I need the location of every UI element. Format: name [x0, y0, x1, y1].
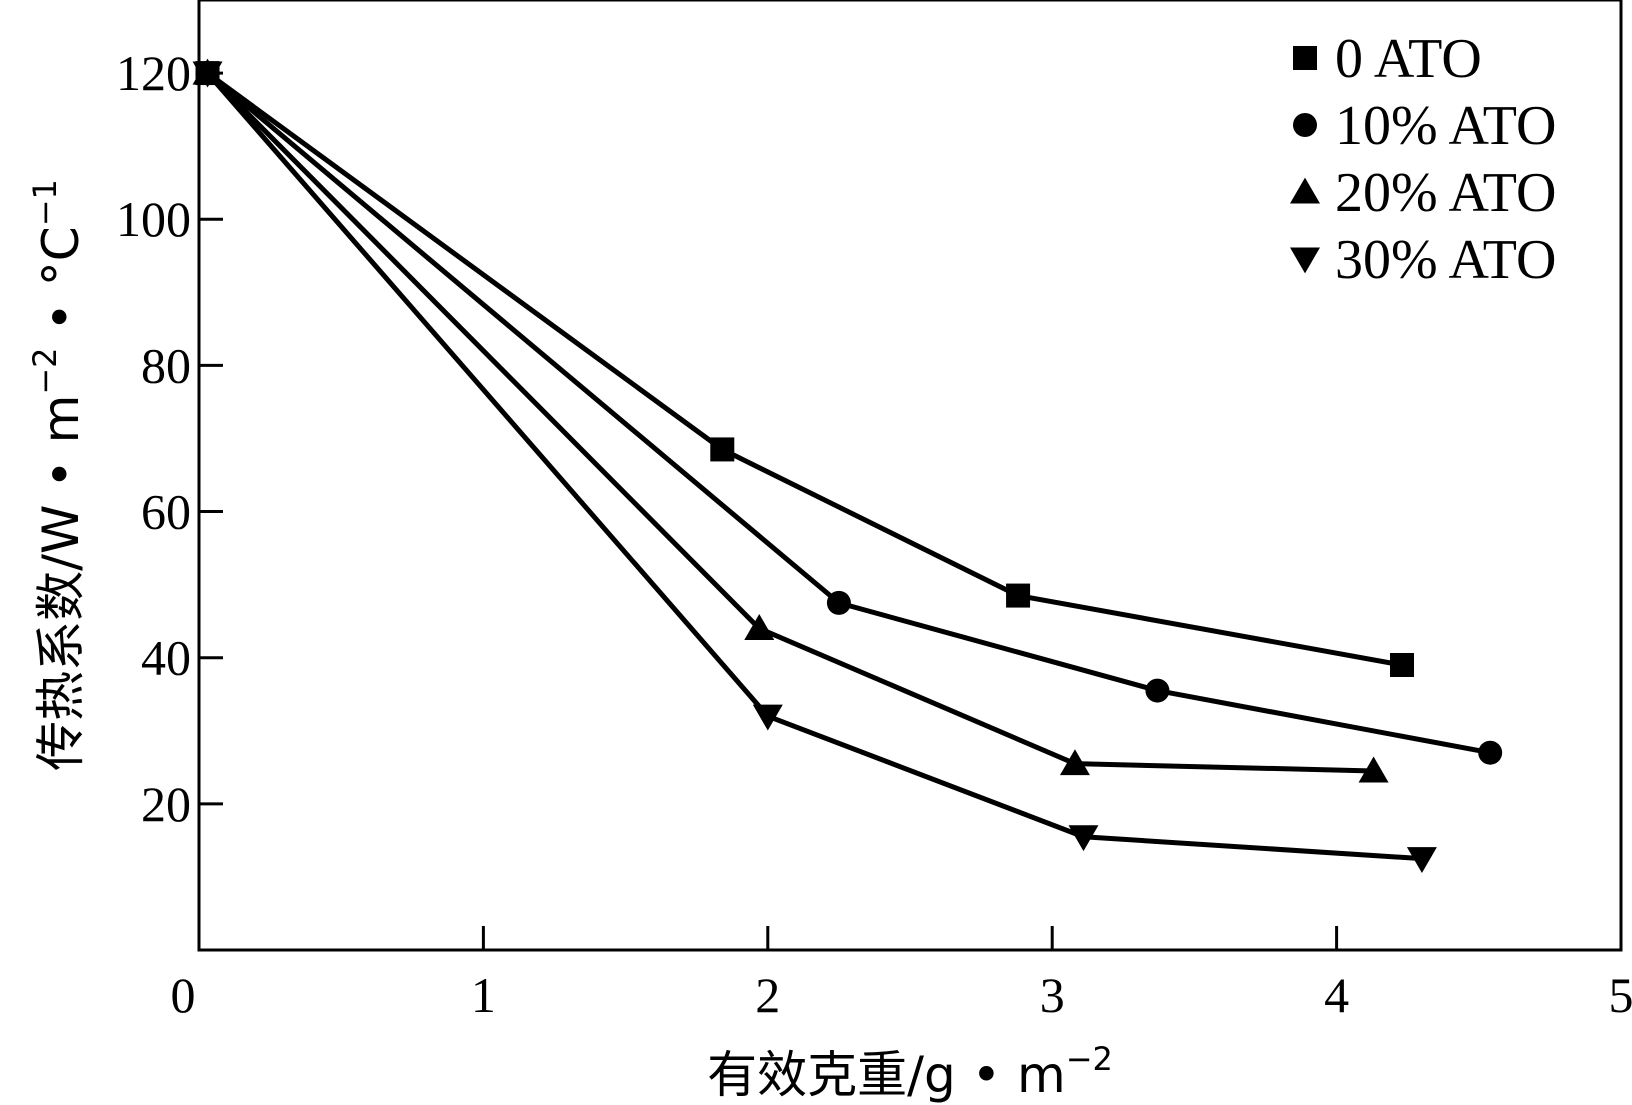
- x-tick-label: 3: [1040, 967, 1065, 1023]
- legend-marker-0: [1293, 46, 1317, 70]
- y-axis-title: 传热系数/W • m−2 • °C−1: [26, 179, 90, 771]
- x-tick-label: 4: [1324, 967, 1349, 1023]
- y-tick-label: 60: [141, 484, 191, 540]
- series-lines: [205, 71, 1491, 862]
- legend-label-0: 0 ATO: [1335, 28, 1482, 90]
- legend-marker-3: [1290, 247, 1320, 274]
- x-tick-label: 1: [471, 967, 496, 1023]
- legend-marker-2: [1290, 177, 1320, 204]
- y-tick-label: 100: [116, 191, 191, 247]
- x-tick-label: 2: [755, 967, 780, 1023]
- data-point-1-2: [1145, 678, 1170, 703]
- data-point-0-2: [1006, 583, 1031, 608]
- data-point-3-0: [192, 61, 223, 88]
- data-point-2-3: [1358, 756, 1389, 783]
- data-point-1-1: [826, 590, 851, 615]
- data-point-0-1: [710, 437, 735, 462]
- y-tick-label: 40: [141, 630, 191, 686]
- y-tick-label: 120: [116, 45, 191, 101]
- series-line-1: [205, 71, 1491, 756]
- data-point-2-1: [744, 614, 775, 640]
- plot-frame: [197, 0, 1623, 952]
- axis-ticks: [199, 71, 1339, 950]
- tick-labels: 0 1 2 3 4 5 20 40 60 80 100 120: [116, 45, 1632, 1023]
- series-line-2: [205, 71, 1374, 774]
- legend-label-2: 20% ATO: [1335, 162, 1556, 224]
- data-point-1-3: [1478, 740, 1503, 765]
- legend-marker-1: [1293, 113, 1317, 137]
- x-tick-label: 5: [1609, 967, 1632, 1023]
- legend-label-1: 10% ATO: [1335, 95, 1556, 157]
- data-point-0-3: [1390, 653, 1415, 677]
- data-point-3-3: [1406, 847, 1437, 874]
- x-tick-label: 0: [171, 967, 196, 1023]
- series-line-3: [205, 71, 1423, 862]
- series-markers: [192, 58, 1503, 874]
- x-axis-title: 有效克重/g • m−2: [707, 1040, 1113, 1104]
- data-point-3-1: [752, 704, 783, 731]
- y-tick-label: 20: [141, 776, 191, 832]
- data-point-3-2: [1068, 825, 1099, 852]
- series-line-0: [206, 71, 1403, 668]
- y-tick-label: 80: [141, 337, 191, 393]
- data-point-2-2: [1059, 749, 1090, 776]
- legend-label-3: 30% ATO: [1335, 229, 1556, 291]
